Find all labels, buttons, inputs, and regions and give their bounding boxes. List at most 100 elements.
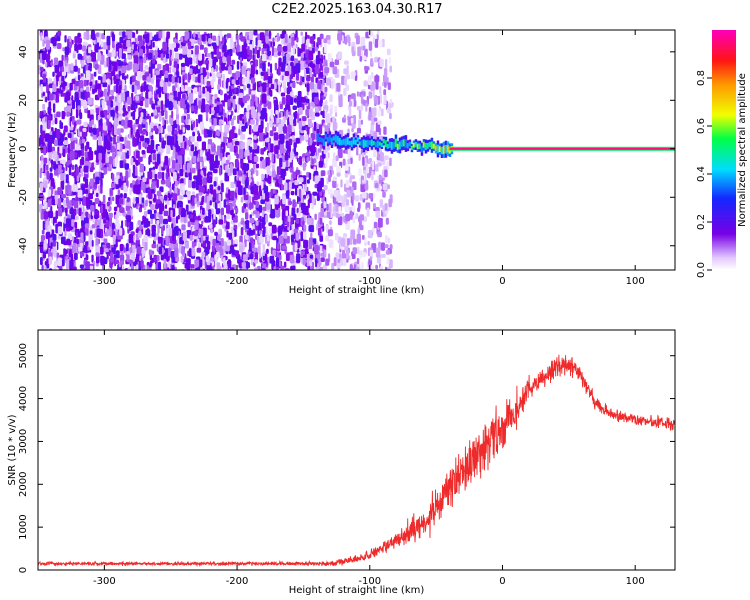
heatmap-cell bbox=[266, 167, 270, 175]
heatmap-cell bbox=[320, 257, 325, 262]
heatmap-cell bbox=[147, 209, 153, 215]
heatmap-cell bbox=[244, 149, 250, 156]
heatmap-cell bbox=[213, 181, 217, 187]
heatmap-cell bbox=[384, 244, 389, 249]
heatmap-cell bbox=[173, 61, 178, 68]
heatmap-cell bbox=[235, 71, 241, 78]
heatmap-cell bbox=[153, 209, 157, 215]
heatmap-cell bbox=[195, 267, 200, 270]
heatmap-cell bbox=[79, 80, 84, 88]
heatmap-cell bbox=[279, 157, 283, 168]
heatmap-cell bbox=[108, 226, 112, 237]
heatmap-cell bbox=[125, 140, 131, 149]
heatmap-cell bbox=[379, 185, 382, 190]
heatmap-cell bbox=[242, 78, 246, 85]
heatmap-cell bbox=[298, 177, 304, 183]
heatmap-cell bbox=[366, 207, 370, 217]
heatmap-cell bbox=[171, 264, 175, 270]
heatmap-cell bbox=[213, 106, 219, 116]
heatmap-cell bbox=[119, 254, 125, 263]
heatmap-cell bbox=[181, 209, 186, 218]
heatmap-cell bbox=[225, 80, 229, 89]
heatmap-cell bbox=[303, 194, 307, 199]
heatmap-cell bbox=[39, 170, 42, 179]
heatmap-cell bbox=[289, 114, 294, 123]
heatmap-cell bbox=[182, 185, 185, 193]
heatmap-cell bbox=[335, 204, 339, 212]
heatmap-cell bbox=[121, 79, 126, 89]
heatmap-cell bbox=[206, 129, 211, 135]
heatmap-cell bbox=[265, 36, 269, 43]
heatmap-cell bbox=[175, 151, 178, 161]
heatmap-cell bbox=[111, 95, 114, 100]
heatmap-cell bbox=[164, 110, 168, 120]
heatmap-cell bbox=[239, 235, 243, 244]
heatmap-cell bbox=[205, 255, 210, 263]
heatmap-cell bbox=[53, 103, 56, 113]
heatmap-cell bbox=[309, 82, 315, 90]
heatmap-cell bbox=[335, 112, 338, 117]
heatmap-cell bbox=[139, 135, 145, 142]
heatmap-cell bbox=[93, 71, 97, 77]
heatmap-cell bbox=[234, 250, 239, 257]
heatmap-cell bbox=[288, 181, 292, 191]
heatmap-cell bbox=[172, 193, 178, 201]
heatmap-cell bbox=[383, 89, 387, 96]
heatmap-cell bbox=[72, 266, 77, 270]
heatmap-cell bbox=[371, 107, 377, 117]
heatmap-cell bbox=[276, 166, 282, 175]
heatmap-cell bbox=[301, 43, 306, 52]
heatmap-cell bbox=[361, 262, 364, 269]
heatmap-cell bbox=[105, 242, 111, 249]
heatmap-cell bbox=[202, 86, 206, 94]
heatmap-cell bbox=[211, 61, 217, 70]
heatmap-cell bbox=[248, 125, 252, 135]
heatmap-cell bbox=[124, 85, 127, 92]
heatmap-cell bbox=[126, 197, 130, 203]
heatmap-cell bbox=[173, 100, 178, 110]
heatmap-cell bbox=[121, 73, 125, 80]
heatmap-cell bbox=[252, 54, 255, 61]
heatmap-cell bbox=[127, 105, 131, 112]
heatmap-cell bbox=[246, 163, 250, 172]
heatmap-cell bbox=[178, 93, 182, 99]
heatmap-cell bbox=[375, 163, 379, 172]
heatmap-cell bbox=[315, 64, 320, 74]
heatmap-cell bbox=[289, 96, 294, 105]
heatmap-cell bbox=[125, 170, 129, 180]
heatmap-cell bbox=[58, 77, 62, 86]
heatmap-cell bbox=[240, 102, 244, 108]
heatmap-cell bbox=[131, 84, 135, 93]
heatmap-cell bbox=[83, 183, 86, 192]
heatmap-cell bbox=[287, 124, 292, 133]
heatmap-cell bbox=[249, 139, 253, 145]
heatmap-cell bbox=[284, 71, 290, 76]
heatmap-cell bbox=[73, 201, 79, 209]
heatmap-cell bbox=[59, 145, 63, 154]
heatmap-cell bbox=[163, 258, 167, 269]
heatmap-cell bbox=[52, 84, 57, 92]
heatmap-cell bbox=[255, 220, 259, 226]
heatmap-cell bbox=[272, 236, 277, 241]
heatmap-cell bbox=[144, 97, 149, 108]
heatmap-cell bbox=[115, 250, 120, 259]
heatmap-cell bbox=[139, 48, 144, 56]
heatmap-cell bbox=[148, 66, 153, 74]
heatmap-cell bbox=[243, 85, 247, 91]
heatmap-cell bbox=[83, 121, 88, 128]
heatmap-cell bbox=[315, 55, 319, 62]
heatmap-cell bbox=[313, 171, 319, 177]
heatmap-cell bbox=[137, 35, 143, 42]
heatmap-cell bbox=[183, 115, 186, 120]
heatmap-cell bbox=[160, 100, 164, 111]
heatmap-cell bbox=[274, 145, 279, 155]
heatmap-cell bbox=[95, 32, 100, 37]
heatmap-cell bbox=[165, 200, 170, 206]
heatmap-cell bbox=[356, 137, 360, 142]
heatmap-cell bbox=[229, 90, 233, 97]
heatmap-cell bbox=[208, 148, 211, 158]
heatmap-cell bbox=[225, 159, 230, 165]
heatmap-cell bbox=[78, 246, 83, 252]
heatmap-cell bbox=[142, 142, 148, 148]
